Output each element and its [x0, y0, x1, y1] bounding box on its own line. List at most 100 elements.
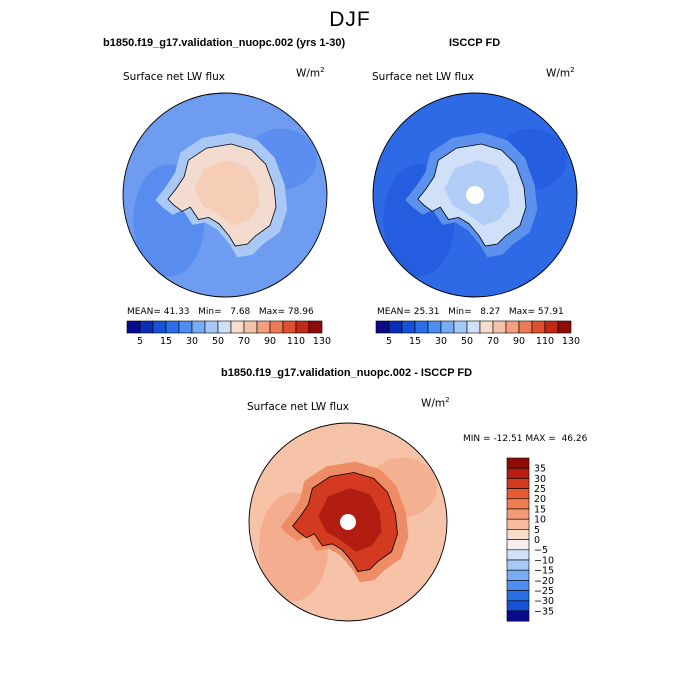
- colorbar-box: [165, 320, 180, 334]
- colorbar-box: [531, 320, 546, 334]
- colorbar-box: [191, 320, 206, 334]
- colorbar-box: [401, 320, 416, 334]
- panel-2-polar-map: [372, 92, 578, 298]
- panel-2-colorbar: 5 15 30 50 70 90 110 130: [375, 320, 580, 347]
- colorbar-box: [269, 320, 284, 334]
- coastline: [417, 143, 527, 247]
- panel-1-stats: MEAN= 41.33 Min= 7.68 Max= 78.96: [127, 307, 314, 317]
- colorbar-box: [139, 320, 154, 334]
- colorbar-tick-label: 30: [186, 336, 198, 347]
- field-layer: [123, 93, 327, 297]
- colorbar-tick-label: 10: [534, 515, 546, 526]
- panel-3-title: b1850.f19_g17.validation_nuopc.002 - ISC…: [221, 367, 473, 379]
- panel-3-min-value: -12.51: [493, 434, 523, 444]
- colorbar-box: [256, 320, 271, 334]
- colorbar-box: [544, 320, 559, 334]
- colorbar-tick-label: 70: [487, 336, 499, 347]
- panel-2-max-label: Max=: [508, 307, 536, 317]
- colorbar-tick-label: 90: [264, 336, 276, 347]
- colorbar-tick-label: 30: [534, 474, 546, 485]
- colorbar-box: [178, 320, 193, 334]
- panel-3-units-exp: 2: [445, 396, 450, 404]
- colorbar-box: [204, 320, 219, 334]
- panel-2-units-exp: 2: [570, 66, 575, 74]
- colorbar-tick-label: −20: [534, 576, 554, 587]
- colorbar-box: [453, 320, 468, 334]
- panel-2-title: ISCCP FD: [449, 37, 501, 49]
- colorbar-box: [440, 320, 455, 334]
- panel-2-mean-label: MEAN=: [377, 307, 411, 317]
- panel-1-title: b1850.f19_g17.validation_nuopc.002 (yrs …: [103, 37, 346, 49]
- panel-2-stats: MEAN= 25.31 Min= 8.27 Max= 57.91: [377, 307, 564, 317]
- colorbar-box: [414, 320, 429, 334]
- colorbar-tick-label: −30: [534, 596, 554, 607]
- colorbar-tick-label: −15: [534, 566, 554, 577]
- colorbar-box: [466, 320, 481, 334]
- colorbar-box: [427, 320, 442, 334]
- panel-1-units-base: W/m: [296, 67, 321, 80]
- colorbar-tick-label: 20: [534, 494, 546, 505]
- panel-1-mean-label: MEAN=: [127, 307, 161, 317]
- colorbar-tick-label: −35: [534, 606, 554, 617]
- panel-3-max-value: 46.26: [561, 434, 588, 444]
- panel-3-min-label: MIN =: [463, 434, 491, 444]
- colorbar-box: [506, 590, 530, 602]
- panel-2-min-label: Min=: [448, 307, 472, 317]
- colorbar-tick-label: 50: [461, 336, 473, 347]
- panel-1-max-value: 78.96: [287, 307, 314, 317]
- colorbar-tick-label: −10: [534, 555, 554, 566]
- colorbar-tick-label: 5: [534, 525, 540, 536]
- colorbar-tick-label: 30: [435, 336, 447, 347]
- colorbar-tick-label: 5: [386, 336, 392, 347]
- colorbar-box: [506, 518, 530, 530]
- colorbar-box: [308, 320, 323, 334]
- panel-1-min-label: Min=: [198, 307, 222, 317]
- colorbar-box: [506, 467, 530, 479]
- colorbar-box: [506, 549, 530, 561]
- colorbar-tick-label: 50: [212, 336, 224, 347]
- panel-1-min-value: 7.68: [230, 307, 251, 317]
- colorbar-box: [230, 320, 245, 334]
- panel-3-stats: MIN = -12.51 MAX = 46.26: [463, 434, 587, 444]
- colorbar-box: [506, 457, 530, 469]
- colorbar-box: [506, 580, 530, 591]
- colorbar-box: [388, 320, 403, 334]
- colorbar-box: [506, 529, 530, 540]
- colorbar-tick-label: 0: [534, 535, 540, 546]
- colorbar-box: [243, 320, 258, 334]
- pole-hole: [466, 186, 484, 204]
- colorbar-box: [492, 320, 507, 334]
- colorbar-tick-label: 70: [238, 336, 250, 347]
- colorbar-box: [282, 320, 297, 334]
- colorbar-tick-label: 110: [536, 336, 554, 347]
- colorbar-box: [506, 600, 530, 612]
- panel-1-variable: Surface net LW flux: [123, 71, 225, 83]
- panel-2-mean-value: 25.31: [413, 307, 440, 317]
- colorbar-box: [506, 539, 530, 551]
- colorbar-box: [506, 508, 530, 520]
- colorbar-tick-label: 130: [562, 336, 580, 347]
- panel-3-polar-map: [248, 422, 448, 622]
- colorbar-box: [506, 478, 530, 489]
- panel-1-mean-value: 41.33: [163, 307, 190, 317]
- colorbar-tick-label: 35: [534, 464, 546, 475]
- colorbar-box: [518, 320, 533, 334]
- panel-2-min-value: 8.27: [480, 307, 501, 317]
- colorbar-box: [479, 320, 494, 334]
- colorbar-box: [506, 488, 530, 500]
- colorbar-tick-label: 110: [287, 336, 305, 347]
- coastline: [292, 472, 398, 572]
- colorbar-box: [295, 320, 310, 334]
- colorbar-tick-label: −25: [534, 586, 554, 597]
- map-boundary: [122, 92, 328, 298]
- panel-3-variable: Surface net LW flux: [247, 401, 349, 413]
- panel-1-colorbar: 5 15 30 50 70 90 110 130: [126, 320, 331, 347]
- panel-2-units: W/m2: [546, 66, 575, 80]
- colorbar-box: [217, 320, 232, 334]
- pole-hole: [340, 514, 356, 530]
- panel-3-max-label: MAX =: [525, 434, 556, 444]
- colorbar-box: [506, 559, 530, 571]
- colorbar-tick-label: −5: [534, 545, 548, 556]
